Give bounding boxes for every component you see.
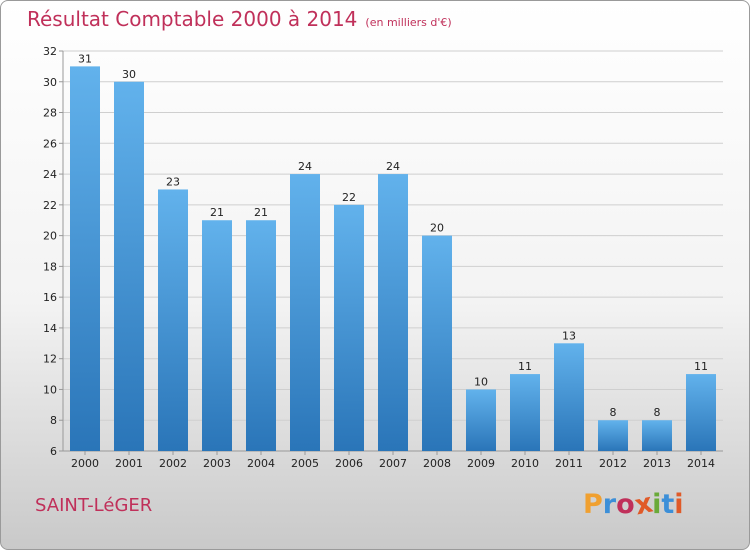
y-tick-label: 6 <box>50 445 57 458</box>
y-tick-label: 30 <box>43 76 57 89</box>
x-tick-label-2004: 2004 <box>247 457 275 470</box>
bar-2010 <box>510 374 540 451</box>
bar-2007 <box>378 174 408 452</box>
bar-2001 <box>114 81 144 452</box>
logo-letter: P <box>583 489 603 520</box>
x-tick-label-2014: 2014 <box>687 457 715 470</box>
labels: 6 8 10 12 14 16 18 20 22 24 26 28 30 32 31 2000 30 2001 23… <box>43 45 715 470</box>
logo-letter: t <box>661 489 675 520</box>
x-tick-label-2013: 2013 <box>643 457 671 470</box>
y-tick-label: 32 <box>43 45 57 58</box>
y-tick-label: 28 <box>43 107 57 120</box>
y-tick-label: 16 <box>43 291 57 304</box>
data-label-2009: 10 <box>474 375 488 388</box>
x-tick-label-2012: 2012 <box>599 457 627 470</box>
x-tick-label-2009: 2009 <box>467 457 495 470</box>
chart-subtitle: (en milliers d'€) <box>365 16 452 29</box>
bar-2004 <box>246 220 276 451</box>
y-tick-label: 12 <box>43 353 57 366</box>
chart-title: Résultat Comptable 2000 à 2014 (en millie… <box>27 7 452 31</box>
data-label-2004: 21 <box>254 206 268 219</box>
x-tick-label-2011: 2011 <box>555 457 583 470</box>
y-tick-label: 20 <box>43 230 57 243</box>
y-tick-label: 10 <box>43 383 57 396</box>
x-tick-label-2002: 2002 <box>159 457 187 470</box>
bar-2002 <box>158 189 188 451</box>
data-label-2011: 13 <box>562 329 576 342</box>
data-label-2010: 11 <box>518 360 532 373</box>
bar-2013 <box>642 420 672 451</box>
x-tick-label-2006: 2006 <box>335 457 363 470</box>
y-tick-label: 26 <box>43 137 57 150</box>
data-label-2012: 8 <box>610 406 617 419</box>
y-tick-label: 22 <box>43 199 57 212</box>
y-tick-label: 24 <box>43 168 57 181</box>
proxiti-logo[interactable]: Proxiti <box>583 488 684 522</box>
data-label-2007: 24 <box>386 160 400 173</box>
x-tick-label-2010: 2010 <box>511 457 539 470</box>
logo-letter: i <box>674 489 684 520</box>
x-tick-label-2007: 2007 <box>379 457 407 470</box>
logo-letter: r <box>602 489 617 520</box>
city-name: SAINT-LéGER <box>35 495 153 516</box>
y-tick-label: 8 <box>50 414 57 427</box>
data-label-2000: 31 <box>78 52 92 65</box>
x-tick-label-2005: 2005 <box>291 457 319 470</box>
bar-2003 <box>202 220 232 451</box>
bar-2009 <box>466 389 496 451</box>
bar-2006 <box>334 204 364 451</box>
y-tick-label: 18 <box>43 260 57 273</box>
bars <box>70 66 716 452</box>
data-label-2014: 11 <box>694 360 708 373</box>
data-label-2003: 21 <box>210 206 224 219</box>
logo-letter: o <box>616 489 635 520</box>
data-label-2005: 24 <box>298 160 312 173</box>
bar-2005 <box>290 174 320 452</box>
x-tick-label-2008: 2008 <box>423 457 451 470</box>
data-label-2006: 22 <box>342 191 356 204</box>
bar-2008 <box>422 235 452 451</box>
bar-2000 <box>70 66 100 451</box>
x-tick-label-2003: 2003 <box>203 457 231 470</box>
x-tick-label-2000: 2000 <box>71 457 99 470</box>
data-label-2001: 30 <box>122 68 136 81</box>
bar-2014 <box>686 374 716 451</box>
x-tick-label-2001: 2001 <box>115 457 143 470</box>
bar-2011 <box>554 343 584 451</box>
data-label-2002: 23 <box>166 175 180 188</box>
y-tick-label: 14 <box>43 322 57 335</box>
logo-letter: i <box>652 489 662 520</box>
data-label-2013: 8 <box>654 406 661 419</box>
bar-2012 <box>598 420 628 451</box>
data-label-2008: 20 <box>430 222 444 235</box>
title-text: Résultat Comptable 2000 à 2014 <box>27 7 358 31</box>
